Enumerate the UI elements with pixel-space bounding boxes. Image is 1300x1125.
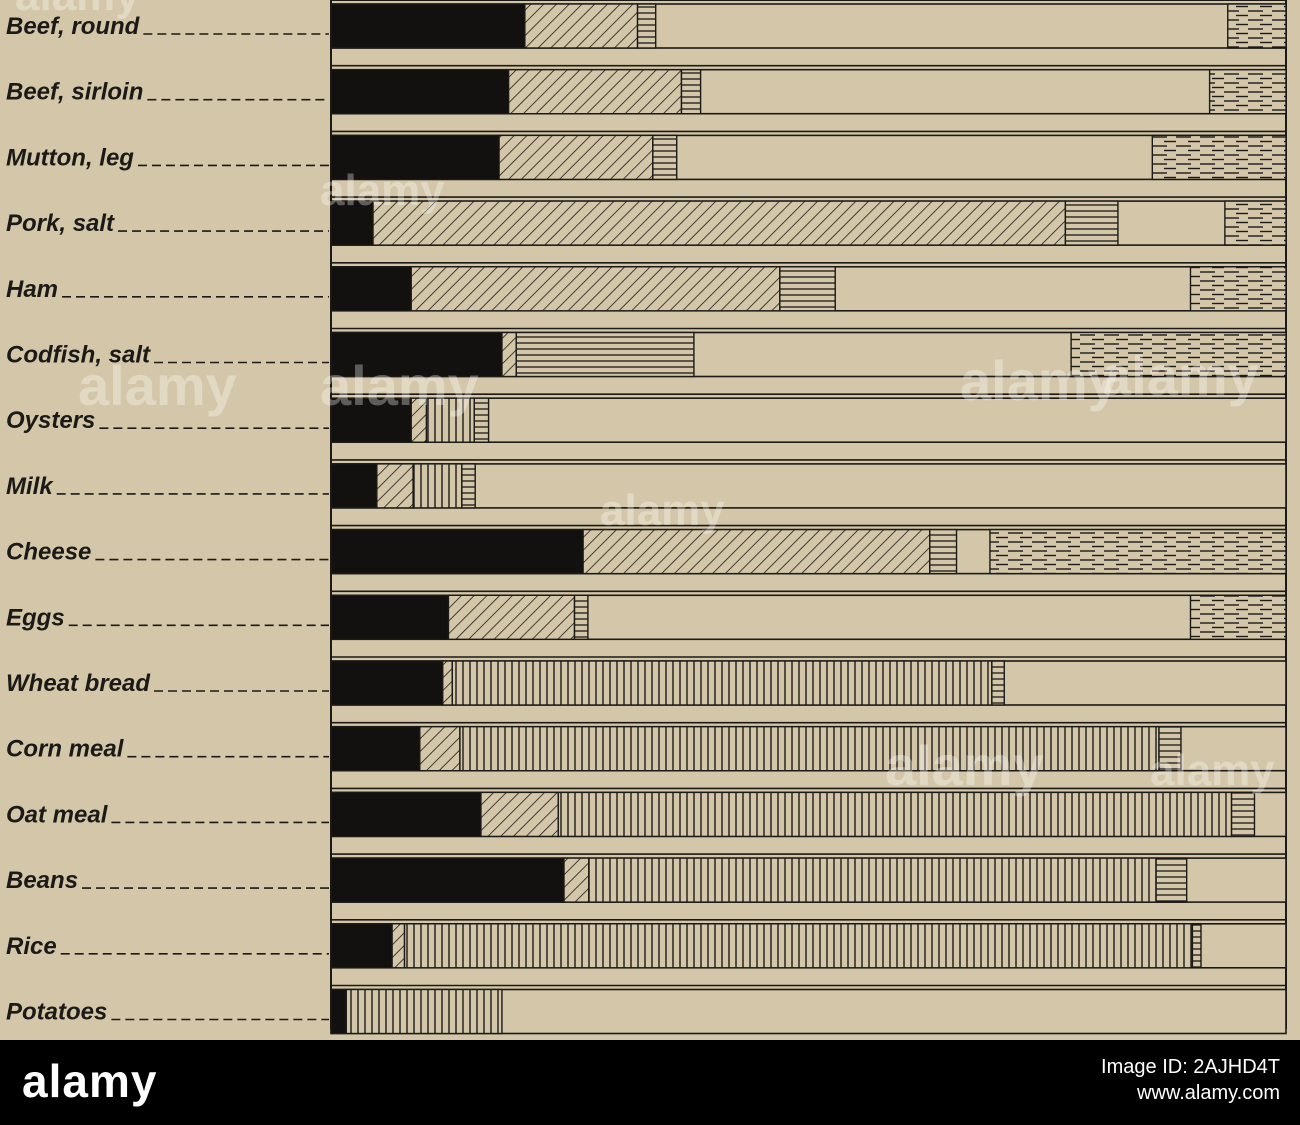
bar-segment-oat-meal-diagonal-hatch: [480, 791, 559, 838]
bar-segment-mutton-leg-solid: [330, 134, 500, 181]
bar-segment-wheat-bread-horizontal-hatch: [991, 660, 1005, 706]
category-label-beef-sirloin: Beef, sirloin: [6, 79, 143, 106]
bar-segment-beans-vertical-hatch: [588, 857, 1157, 903]
bar-segment-beef-round-diagonal-hatch: [524, 3, 639, 49]
bar-row-milk: [330, 463, 1287, 509]
bar-segment-corn-meal-diagonal-hatch: [419, 726, 461, 772]
category-label-mutton-leg: Mutton, leg: [6, 144, 134, 171]
watermark-text: alamy: [960, 349, 1119, 412]
category-label-milk: Milk: [6, 473, 54, 500]
bar-segment-beef-round-horizontal-hatch: [636, 3, 657, 49]
chart-scan: Beef, round Beef, sirloin Mutton, leg Pork,…: [6, 0, 1287, 1035]
bar-segment-codfish-salt-dashed-hatch: [1070, 331, 1287, 378]
bar-segment-eggs-solid: [330, 594, 450, 640]
bar-segment-ham-diagonal-hatch: [410, 266, 781, 312]
bar-segment-oat-meal-horizontal-hatch: [1230, 791, 1256, 838]
image-reference: Image ID: 2AJHD4T www.alamy.com: [1101, 1054, 1280, 1106]
bar-segment-corn-meal-vertical-hatch: [459, 726, 1160, 772]
watermark-text: alamy: [1150, 746, 1275, 795]
bar-segment-codfish-salt-diagonal-hatch: [501, 331, 517, 378]
bar-segment-beef-sirloin-diagonal-hatch: [507, 68, 683, 115]
bar-segment-mutton-leg-dashed-hatch: [1151, 134, 1287, 181]
bar-segment-potatoes-solid: [330, 988, 347, 1035]
bar-segment-eggs-horizontal-hatch: [573, 594, 589, 640]
bar-row-oysters: [330, 397, 1287, 444]
bar-segment-rice-vertical-hatch: [403, 923, 1194, 969]
bar-segment-milk-vertical-hatch: [412, 463, 463, 509]
bar-segment-eggs-diagonal-hatch: [447, 594, 576, 640]
site-url: www.alamy.com: [1137, 1082, 1280, 1104]
bar-segment-rice-solid: [330, 923, 393, 969]
category-label-pork-salt: Pork, salt: [6, 210, 115, 237]
image-id: Image ID: 2AJHD4T: [1101, 1056, 1280, 1078]
bar-segment-milk-diagonal-hatch: [376, 463, 414, 509]
category-label-potatoes: Potatoes: [6, 999, 107, 1026]
bar-segment-pork-salt-dashed-hatch: [1224, 200, 1287, 246]
category-label-codfish-salt: Codfish, salt: [6, 342, 151, 369]
bar-segment-cheese-diagonal-hatch: [582, 528, 931, 575]
bar-segment-wheat-bread-vertical-hatch: [451, 660, 993, 706]
category-label-rice: Rice: [6, 933, 57, 960]
watermark-text: alamy: [15, 0, 140, 20]
bar-segment-mutton-leg-horizontal-hatch: [652, 134, 678, 181]
bar-segment-rice-diagonal-hatch: [391, 923, 406, 969]
bar-segment-mutton-leg-diagonal-hatch: [498, 134, 654, 181]
category-label-corn-meal: Corn meal: [6, 736, 125, 763]
bar-segment-oysters-vertical-hatch: [425, 397, 475, 443]
category-label-oat-meal: Oat meal: [6, 801, 109, 828]
bar-segment-oysters-horizontal-hatch: [473, 397, 490, 443]
bar-segment-oat-meal-solid: [330, 791, 482, 838]
bar-segment-ham-horizontal-hatch: [779, 266, 836, 312]
bar-segment-cheese-solid: [330, 528, 584, 575]
bar-segment-codfish-salt-horizontal-hatch: [515, 331, 695, 378]
category-label-beans: Beans: [6, 867, 78, 894]
bar-segment-corn-meal-solid: [330, 726, 421, 772]
bar-segment-beans-solid: [330, 857, 565, 903]
category-label-wheat-bread: Wheat bread: [6, 670, 151, 697]
brand-logo: alamy: [22, 1055, 158, 1107]
watermark-text: alamy: [1100, 344, 1259, 407]
bar-segment-beef-sirloin-dashed-hatch: [1208, 68, 1287, 115]
category-label-eggs: Eggs: [6, 604, 65, 631]
bar-segment-beans-diagonal-hatch: [563, 857, 590, 903]
watermark-text: alamy: [320, 354, 479, 417]
category-label-ham: Ham: [6, 276, 58, 303]
bar-segment-beans-horizontal-hatch: [1155, 857, 1188, 903]
category-label-cheese: Cheese: [6, 539, 91, 566]
category-labels: Beef, round Beef, sirloin Mutton, leg Pork,…: [6, 13, 329, 1026]
bar-segment-beef-sirloin-horizontal-hatch: [680, 68, 702, 115]
bar-segment-ham-solid: [330, 266, 412, 312]
bar-segment-eggs-dashed-hatch: [1189, 594, 1287, 640]
category-label-oysters: Oysters: [6, 407, 95, 434]
bar-segment-pork-salt-horizontal-hatch: [1064, 200, 1119, 246]
bar-segment-oysters-solid: [330, 397, 412, 443]
bar-segment-ham-dashed-hatch: [1189, 266, 1287, 312]
bar-chart: Beef, round Beef, sirloin Mutton, leg Pork,…: [6, 0, 1287, 1035]
watermark-text: alamy: [600, 486, 725, 535]
watermark-text: alamy: [885, 734, 1044, 797]
bars-layer: [330, 0, 1287, 1035]
bar-segment-rice-horizontal-hatch: [1191, 923, 1202, 969]
bar-segment-oat-meal-vertical-hatch: [557, 791, 1233, 838]
bar-segment-milk-solid: [330, 463, 378, 509]
category-label-beef-round: Beef, round: [6, 13, 141, 40]
watermark-text: alamy: [78, 354, 237, 417]
bar-segment-cheese-horizontal-hatch: [929, 528, 958, 575]
bar-segment-wheat-bread-diagonal-hatch: [442, 660, 453, 706]
bar-segment-beef-round-dashed-hatch: [1227, 3, 1287, 49]
bar-segment-pork-salt-diagonal-hatch: [372, 200, 1067, 246]
watermark-text: alamy: [320, 166, 445, 215]
bar-segment-beef-round-solid: [330, 3, 526, 49]
bar-segment-cheese-dashed-hatch: [989, 528, 1287, 575]
bar-segment-beef-sirloin-solid: [330, 68, 510, 115]
footer-bar: alamy Image ID: 2AJHD4T www.alamy.com: [0, 1040, 1300, 1125]
bar-segment-corn-meal-horizontal-hatch: [1158, 726, 1182, 772]
bar-segment-wheat-bread-solid: [330, 660, 444, 706]
bar-segment-milk-horizontal-hatch: [461, 463, 476, 509]
bar-segment-potatoes-vertical-hatch: [345, 988, 503, 1035]
bar-segment-codfish-salt-solid: [330, 331, 503, 378]
